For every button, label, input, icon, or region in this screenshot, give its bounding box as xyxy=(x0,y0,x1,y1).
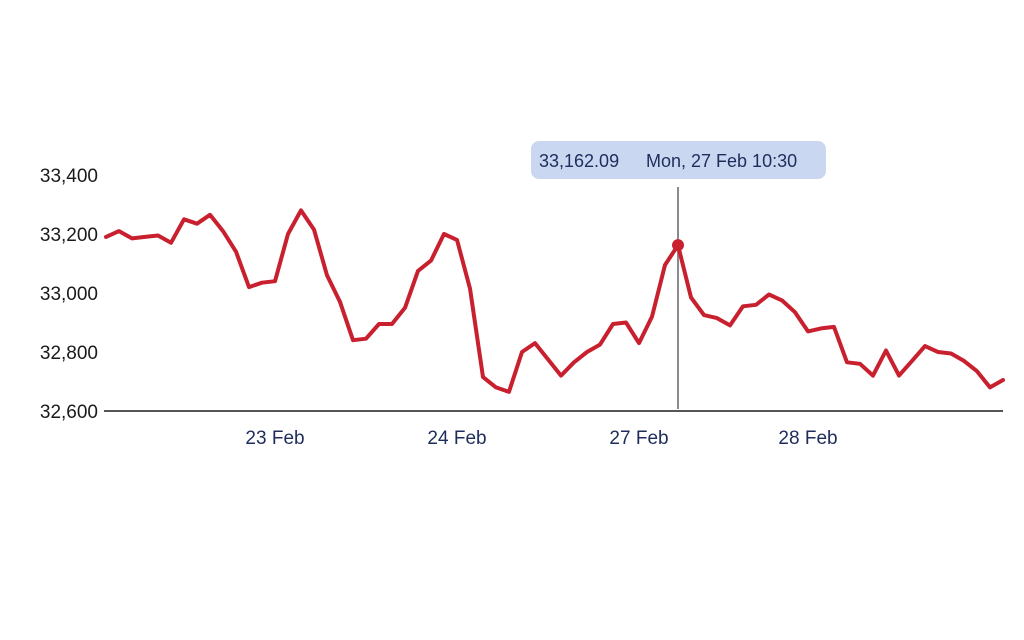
y-tick-label: 33,000 xyxy=(40,284,98,305)
data-point[interactable] xyxy=(428,258,434,264)
tooltip-background xyxy=(531,141,826,179)
data-point[interactable] xyxy=(779,297,785,303)
data-point[interactable] xyxy=(857,361,863,367)
data-point[interactable] xyxy=(363,336,369,342)
data-point[interactable] xyxy=(805,328,811,334)
data-point[interactable] xyxy=(792,309,798,315)
data-point[interactable] xyxy=(584,349,590,355)
data-point[interactable] xyxy=(181,216,187,222)
data-point[interactable] xyxy=(818,325,824,331)
data-point[interactable] xyxy=(766,291,772,297)
data-point[interactable] xyxy=(987,384,993,390)
x-tick-label: 28 Feb xyxy=(778,428,837,449)
data-point[interactable] xyxy=(103,234,109,240)
data-point[interactable] xyxy=(467,286,473,292)
data-point[interactable] xyxy=(337,299,343,305)
data-point[interactable] xyxy=(610,321,616,327)
data-point[interactable] xyxy=(727,322,733,328)
data-point[interactable] xyxy=(129,235,135,241)
data-point[interactable] xyxy=(493,384,499,390)
data-point[interactable] xyxy=(532,340,538,346)
data-point[interactable] xyxy=(961,358,967,364)
tooltip-value: 33,162.09 xyxy=(539,151,619,171)
data-point[interactable] xyxy=(636,340,642,346)
data-point[interactable] xyxy=(233,249,239,255)
data-point[interactable] xyxy=(441,231,447,237)
y-tick-label: 32,800 xyxy=(40,343,98,364)
tooltip: 33,162.09 Mon, 27 Feb 10:30 xyxy=(531,141,826,179)
data-point[interactable] xyxy=(480,374,486,380)
data-point[interactable] xyxy=(194,221,200,227)
data-point[interactable] xyxy=(285,231,291,237)
x-tick-label: 23 Feb xyxy=(245,428,304,449)
tooltip-time: Mon, 27 Feb 10:30 xyxy=(646,151,797,171)
data-point[interactable] xyxy=(870,373,876,379)
data-point[interactable] xyxy=(402,305,408,311)
x-axis-ticks: 23 Feb 24 Feb 27 Feb 28 Feb xyxy=(245,428,837,449)
y-tick-label: 33,200 xyxy=(40,225,98,246)
series-line xyxy=(104,208,1005,394)
data-point[interactable] xyxy=(519,349,525,355)
data-point[interactable] xyxy=(909,358,915,364)
data-point[interactable] xyxy=(298,207,304,213)
data-point[interactable] xyxy=(948,350,954,356)
y-tick-label: 32,600 xyxy=(40,402,98,423)
data-point[interactable] xyxy=(415,268,421,274)
data-point[interactable] xyxy=(220,228,226,234)
data-point[interactable] xyxy=(662,262,668,268)
data-point[interactable] xyxy=(259,280,265,286)
data-point[interactable] xyxy=(974,368,980,374)
data-point[interactable] xyxy=(714,315,720,321)
data-point[interactable] xyxy=(935,349,941,355)
data-point[interactable] xyxy=(623,320,629,326)
data-point[interactable] xyxy=(922,343,928,349)
data-point[interactable] xyxy=(571,359,577,365)
data-point[interactable] xyxy=(142,234,148,240)
data-point[interactable] xyxy=(389,321,395,327)
data-point[interactable] xyxy=(545,356,551,362)
data-point[interactable] xyxy=(350,337,356,343)
data-point[interactable] xyxy=(324,272,330,278)
data-point[interactable] xyxy=(168,240,174,246)
data-point[interactable] xyxy=(376,321,382,327)
data-point[interactable] xyxy=(740,303,746,309)
x-tick-label: 24 Feb xyxy=(427,428,486,449)
data-point[interactable] xyxy=(688,294,694,300)
data-point[interactable] xyxy=(558,373,564,379)
data-point[interactable] xyxy=(506,389,512,395)
data-point[interactable] xyxy=(844,359,850,365)
x-tick-label: 27 Feb xyxy=(609,428,668,449)
data-point[interactable] xyxy=(831,324,837,330)
data-point[interactable] xyxy=(454,237,460,243)
data-point[interactable] xyxy=(701,312,707,318)
y-axis-ticks: 32,600 32,800 33,000 33,200 33,400 xyxy=(40,166,98,423)
data-point[interactable] xyxy=(272,278,278,284)
data-point[interactable] xyxy=(155,232,161,238)
data-point[interactable] xyxy=(753,302,759,308)
data-point[interactable] xyxy=(116,228,122,234)
hover-point-marker[interactable] xyxy=(672,239,684,252)
data-point[interactable] xyxy=(896,373,902,379)
data-point[interactable] xyxy=(649,314,655,320)
data-point[interactable] xyxy=(207,212,213,218)
data-point[interactable] xyxy=(311,227,317,233)
data-point[interactable] xyxy=(597,342,603,348)
data-point[interactable] xyxy=(246,284,252,290)
data-point[interactable] xyxy=(883,348,889,354)
y-tick-label: 33,400 xyxy=(40,166,98,187)
data-point[interactable] xyxy=(1000,377,1006,383)
